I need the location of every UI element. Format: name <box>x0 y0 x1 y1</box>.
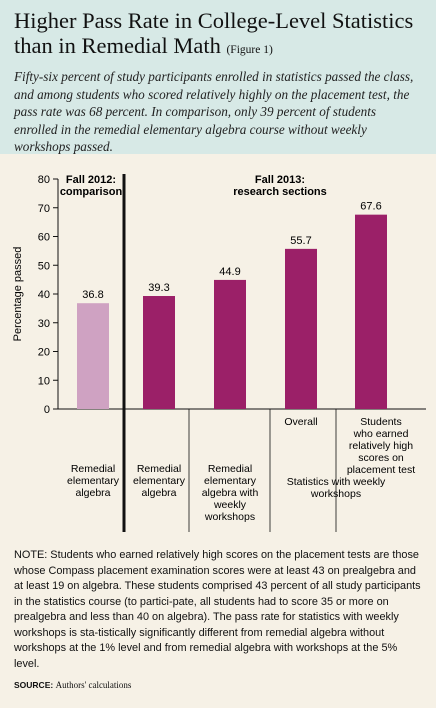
y-tick-label: 70 <box>38 203 50 215</box>
chart-subtitle: Fifty-six percent of study participants … <box>14 69 414 154</box>
bar <box>214 279 246 409</box>
category-label: Remedial elementary algebra <box>133 463 186 499</box>
chart-title: Higher Pass Rate in College-Level Statis… <box>14 8 424 63</box>
bar-value-label: 67.6 <box>360 201 381 213</box>
bar <box>77 303 109 409</box>
bar-value-label: 44.9 <box>219 266 240 278</box>
shared-category-label: Statistics with weekly workshops <box>287 476 386 500</box>
header-panel: Higher Pass Rate in College-Level Statis… <box>0 0 436 154</box>
group-label-comparison: Fall 2012: comparison <box>60 174 123 198</box>
bar-value-label: 55.7 <box>290 235 311 247</box>
y-tick-label: 80 <box>38 174 50 186</box>
category-label: Remedial elementary algebra with weekly work… <box>202 463 259 523</box>
y-tick-label: 20 <box>38 347 50 359</box>
source-text: Authors' calculations <box>55 680 132 690</box>
y-axis-label: Percentage passed <box>12 247 24 342</box>
category-label: Remedial elementary algebra <box>67 463 120 499</box>
title-line-2: than in Remedial Math <box>14 33 221 58</box>
source-line: SOURCE: Authors' calculations <box>14 680 131 690</box>
note-text: NOTE: Students who earned relatively hig… <box>14 549 421 670</box>
bar <box>355 214 387 409</box>
category-label: Students who earned relatively high scores … <box>347 416 415 476</box>
title-line-1: Higher Pass Rate in College-Level Statis… <box>14 8 414 33</box>
y-tick-label: 30 <box>38 318 50 330</box>
y-tick-label: 0 <box>44 404 50 416</box>
bar <box>143 296 175 409</box>
y-tick-label: 60 <box>38 232 50 244</box>
group-label-research: Fall 2013: research sections <box>233 174 327 198</box>
y-tick-label: 10 <box>38 375 50 387</box>
bar-chart: 0 10 20 30 40 50 60 70 80 Percentage passed Fall 2… <box>12 174 426 532</box>
bar-value-label: 39.3 <box>148 282 169 294</box>
figure-label: (Figure 1) <box>226 44 273 56</box>
source-label: SOURCE: <box>14 680 54 690</box>
category-label: Overall <box>284 416 317 428</box>
y-tick-label: 50 <box>38 260 50 272</box>
bar <box>285 248 317 409</box>
y-tick-label: 40 <box>38 289 50 301</box>
bar-value-label: 36.8 <box>82 289 103 301</box>
